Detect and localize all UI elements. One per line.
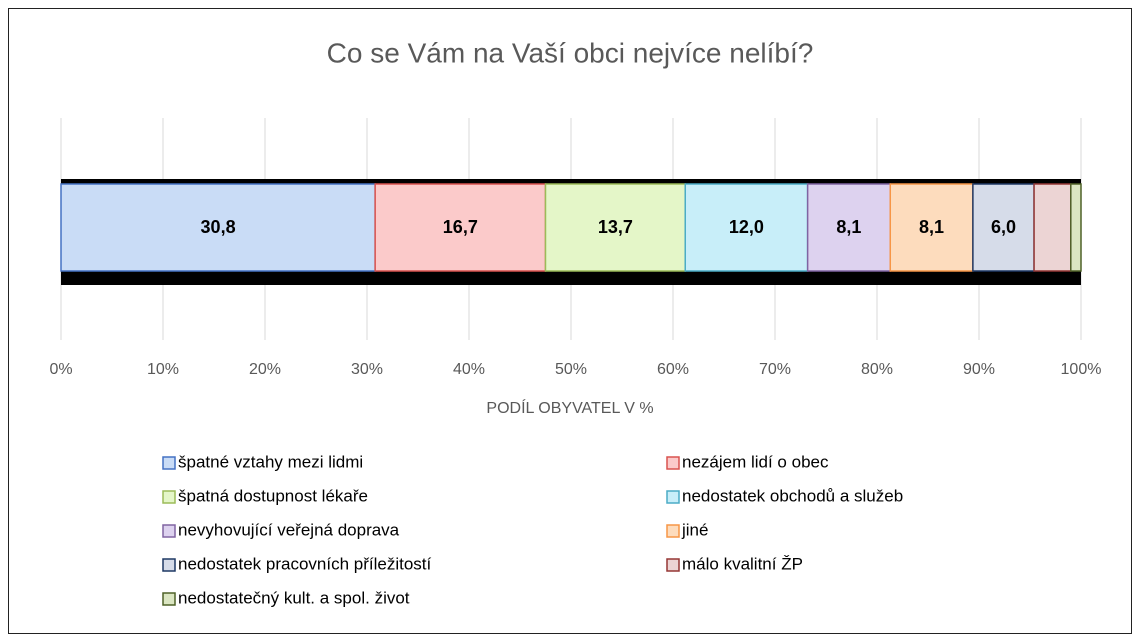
legend-label: jiné	[681, 520, 708, 539]
x-axis-title: PODÍL OBYVATEL V %	[486, 398, 653, 417]
x-tick-label: 60%	[657, 361, 689, 378]
bar-segment	[1033, 183, 1072, 272]
x-tick-label: 90%	[963, 361, 995, 378]
legend-swatch	[162, 592, 176, 606]
data-label: 30,8	[201, 217, 236, 237]
data-label: 8,1	[919, 217, 944, 237]
data-label: 13,7	[598, 217, 633, 237]
data-label: 16,7	[443, 217, 478, 237]
legend-swatch	[162, 490, 176, 504]
x-tick-label: 80%	[861, 361, 893, 378]
legend-swatch	[666, 456, 680, 470]
legend-swatch	[162, 524, 176, 538]
x-tick-label: 20%	[249, 361, 281, 378]
chart-title: Co se Vám na Vaší obci nejvíce nelíbí?	[327, 37, 814, 68]
x-tick-label: 70%	[759, 361, 791, 378]
legend-label: nedostatek obchodů a služeb	[682, 486, 903, 505]
x-tick-label: 30%	[351, 361, 383, 378]
legend-swatch	[162, 558, 176, 572]
legend-label: špatné vztahy mezi lidmi	[178, 452, 363, 471]
legend-label: špatná dostupnost lékaře	[178, 486, 368, 505]
x-tick-label: 100%	[1061, 361, 1102, 378]
x-tick-label: 40%	[453, 361, 485, 378]
bar-segment	[544, 183, 686, 272]
legend-swatch	[162, 456, 176, 470]
legend-label: nevyhovující veřejná doprava	[178, 520, 400, 539]
legend-swatch	[666, 558, 680, 572]
x-tick-label: 0%	[49, 361, 72, 378]
legend-label: nezájem lidí o obec	[682, 452, 829, 471]
legend-swatch	[666, 490, 680, 504]
chart-frame	[8, 8, 1132, 634]
legend-label: málo kvalitní ŽP	[682, 554, 803, 573]
x-tick-label: 10%	[147, 361, 179, 378]
data-label: 12,0	[729, 217, 764, 237]
bar-segment	[889, 183, 974, 272]
data-label: 6,0	[991, 217, 1016, 237]
legend-label: nedostatek pracovních příležitostí	[178, 554, 432, 573]
x-tick-label: 50%	[555, 361, 587, 378]
bar-segment	[1070, 183, 1082, 272]
data-label: 8,1	[836, 217, 861, 237]
legend-swatch	[666, 524, 680, 538]
bar-segment	[972, 183, 1035, 272]
legend-label: nedostatečný kult. a spol. život	[178, 588, 410, 607]
